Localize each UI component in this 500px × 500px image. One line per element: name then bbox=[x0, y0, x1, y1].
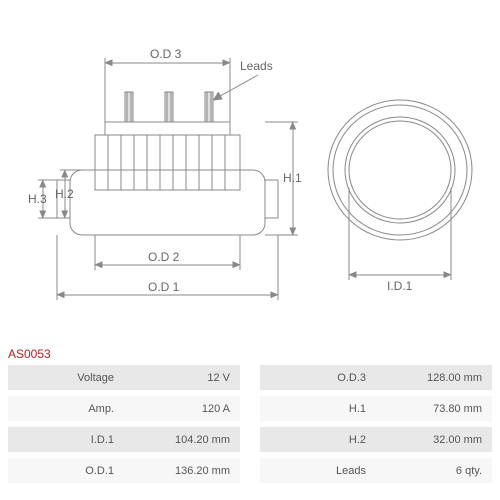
spec-label: H.1 bbox=[260, 403, 376, 415]
spec-label: O.D.3 bbox=[260, 372, 376, 384]
spec-row: O.D.3 128.00 mm bbox=[260, 365, 492, 390]
dim-od3-label: O.D 3 bbox=[150, 47, 182, 61]
spec-row: Leads 6 qty. bbox=[260, 458, 492, 483]
dim-h1-label: H.1 bbox=[283, 171, 302, 185]
spec-label: Amp. bbox=[8, 403, 124, 415]
spec-value: 6 qty. bbox=[376, 465, 492, 477]
spec-row: I.D.1 104.20 mm bbox=[8, 427, 240, 452]
spec-row: Voltage 12 V bbox=[8, 365, 240, 390]
spec-value: 73.80 mm bbox=[376, 403, 492, 415]
spec-col-left: Voltage 12 V Amp. 120 A I.D.1 104.20 mm … bbox=[8, 365, 240, 489]
spec-label: Voltage bbox=[8, 372, 124, 384]
dim-id1-label: I.D.1 bbox=[387, 279, 413, 293]
spec-value: 12 V bbox=[124, 372, 240, 384]
technical-diagram: O.D 3 Leads H.1 H.3 H.2 bbox=[0, 0, 500, 340]
spec-value: 104.20 mm bbox=[124, 434, 240, 446]
spec-col-right: O.D.3 128.00 mm H.1 73.80 mm H.2 32.00 m… bbox=[260, 365, 492, 489]
spec-label: I.D.1 bbox=[8, 434, 124, 446]
spec-row: H.2 32.00 mm bbox=[260, 427, 492, 452]
spec-row: Amp. 120 A bbox=[8, 396, 240, 421]
dim-h3-label: H.3 bbox=[28, 192, 47, 206]
spec-value: 136.20 mm bbox=[124, 465, 240, 477]
spec-label: Leads bbox=[260, 465, 376, 477]
spec-value: 32.00 mm bbox=[376, 434, 492, 446]
dim-leads-label: Leads bbox=[240, 59, 273, 73]
spec-table: Voltage 12 V Amp. 120 A I.D.1 104.20 mm … bbox=[8, 365, 492, 489]
dim-h2-label: H.2 bbox=[55, 187, 74, 201]
spec-value: 128.00 mm bbox=[376, 372, 492, 384]
dim-od2-label: O.D 2 bbox=[148, 250, 180, 264]
spec-row: H.1 73.80 mm bbox=[260, 396, 492, 421]
spec-label: O.D.1 bbox=[8, 465, 124, 477]
spec-label: H.2 bbox=[260, 434, 376, 446]
spec-row: O.D.1 136.20 mm bbox=[8, 458, 240, 483]
part-code: AS0053 bbox=[8, 347, 51, 361]
spec-value: 120 A bbox=[124, 403, 240, 415]
dim-od1-label: O.D 1 bbox=[148, 280, 180, 294]
